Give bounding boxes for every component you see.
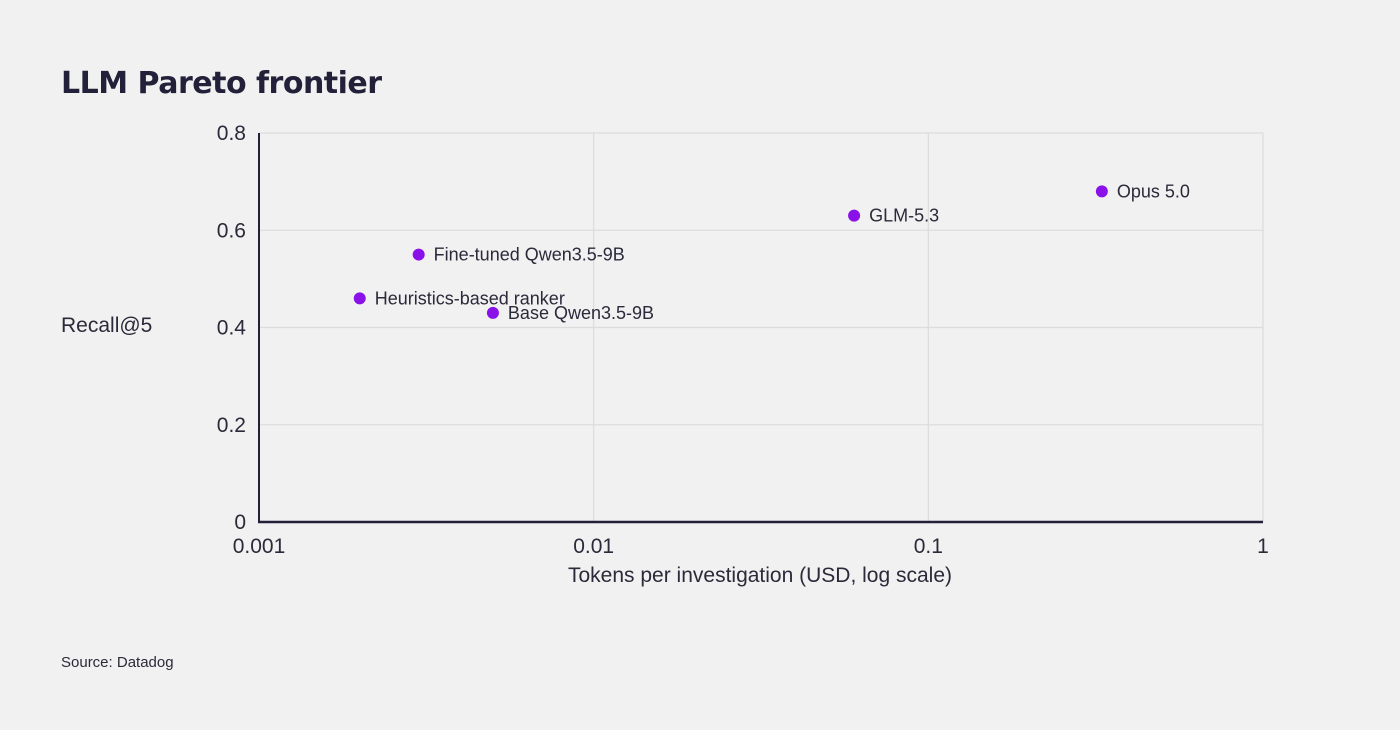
data-point: [486, 306, 499, 319]
axes: [258, 133, 1263, 524]
data-points: Heuristics-based ranker Fine-tuned Qwen3.…: [353, 181, 1190, 323]
y-tick-label: 0.6: [217, 219, 246, 242]
x-axis-label: Tokens per investigation (USD, log scale…: [567, 564, 952, 587]
y-tick-label: 0.2: [217, 414, 246, 437]
x-tick-label: 0.01: [573, 535, 614, 558]
grid-lines: [259, 132, 1264, 522]
y-tick-label: 0.4: [217, 317, 247, 340]
point-label: Opus 5.0: [1117, 181, 1190, 201]
data-point: [353, 292, 366, 305]
x-tick-label: 0.001: [233, 535, 286, 558]
point-label: Base Qwen3.5-9B: [508, 303, 654, 323]
chart-title: LLM Pareto frontier: [61, 66, 382, 101]
y-tick-label: 0.8: [217, 122, 246, 145]
x-tick-label: 1: [1257, 535, 1269, 558]
point-label: GLM-5.3: [869, 206, 939, 226]
y-tick-label: 0: [234, 511, 246, 534]
source-note: Source: Datadog: [61, 654, 174, 671]
point-label: Heuristics-based ranker: [375, 288, 565, 308]
point-label: Fine-tuned Qwen3.5-9B: [434, 245, 625, 265]
data-point: [848, 209, 861, 222]
y-axis-label: Recall@5: [61, 314, 153, 337]
tick-labels: 0 0.2 0.4 0.6 0.8 0.001 0.01 0.1 1: [217, 122, 1269, 558]
data-point: [412, 248, 425, 261]
x-tick-label: 0.1: [914, 535, 943, 558]
data-point: [1095, 185, 1108, 198]
